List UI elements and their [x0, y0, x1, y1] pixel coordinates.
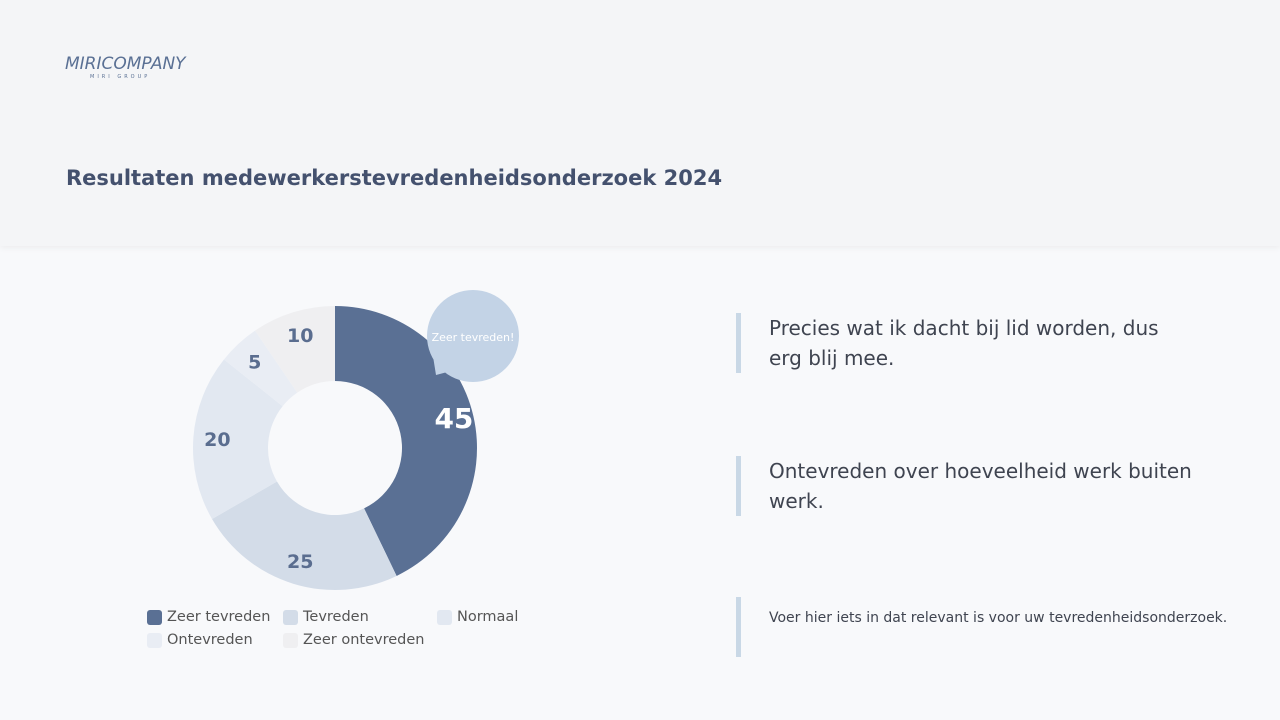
legend-swatch	[283, 609, 298, 625]
header: MIRICOMPANY MIRI GROUP Resultaten medewe…	[0, 0, 1280, 246]
legend-item: Ontevreden	[147, 632, 253, 648]
data-label-1: 25	[287, 551, 313, 573]
company-logo: MIRICOMPANY MIRI GROUP	[65, 54, 186, 80]
callout-text: Zeer tevreden!	[432, 331, 515, 344]
slice-1	[212, 481, 397, 590]
quote-1: Precies wat ik dacht bij lid worden, dus…	[736, 313, 1189, 373]
legend-item: Zeer ontevreden	[283, 632, 424, 648]
quote-2: Ontevreden over hoeveelheid werk buiten …	[736, 456, 1219, 516]
data-label-4: 10	[287, 325, 313, 347]
legend-item: Zeer tevreden	[147, 609, 270, 625]
page-title: Resultaten medewerkerstevredenheidsonder…	[66, 166, 723, 190]
legend-item: Tevreden	[283, 609, 369, 625]
data-label-2: 20	[204, 429, 230, 451]
legend-swatch	[437, 609, 452, 625]
legend-swatch	[147, 632, 162, 648]
legend-item: Normaal	[437, 609, 518, 625]
legend-label: Zeer tevreden	[167, 609, 271, 625]
slice-4	[255, 306, 335, 393]
legend-label: Ontevreden	[167, 632, 253, 648]
logo-subtext: MIRI GROUP	[90, 74, 151, 80]
legend-label: Tevreden	[303, 609, 369, 625]
quote-3: Voer hier iets in dat relevant is voor u…	[736, 597, 1227, 657]
slice-2	[192, 359, 283, 519]
legend-swatch	[147, 609, 162, 625]
legend-label: Normaal	[457, 609, 519, 625]
data-label-3: 5	[248, 351, 261, 373]
data-label-0: 45	[434, 402, 473, 435]
legend-label: Zeer ontevreden	[303, 632, 425, 648]
logo-text: MIRICOMPANY	[65, 54, 186, 74]
callout-bubble: Zeer tevreden!	[427, 290, 519, 382]
legend-swatch	[283, 632, 298, 648]
slice-3	[223, 330, 298, 407]
